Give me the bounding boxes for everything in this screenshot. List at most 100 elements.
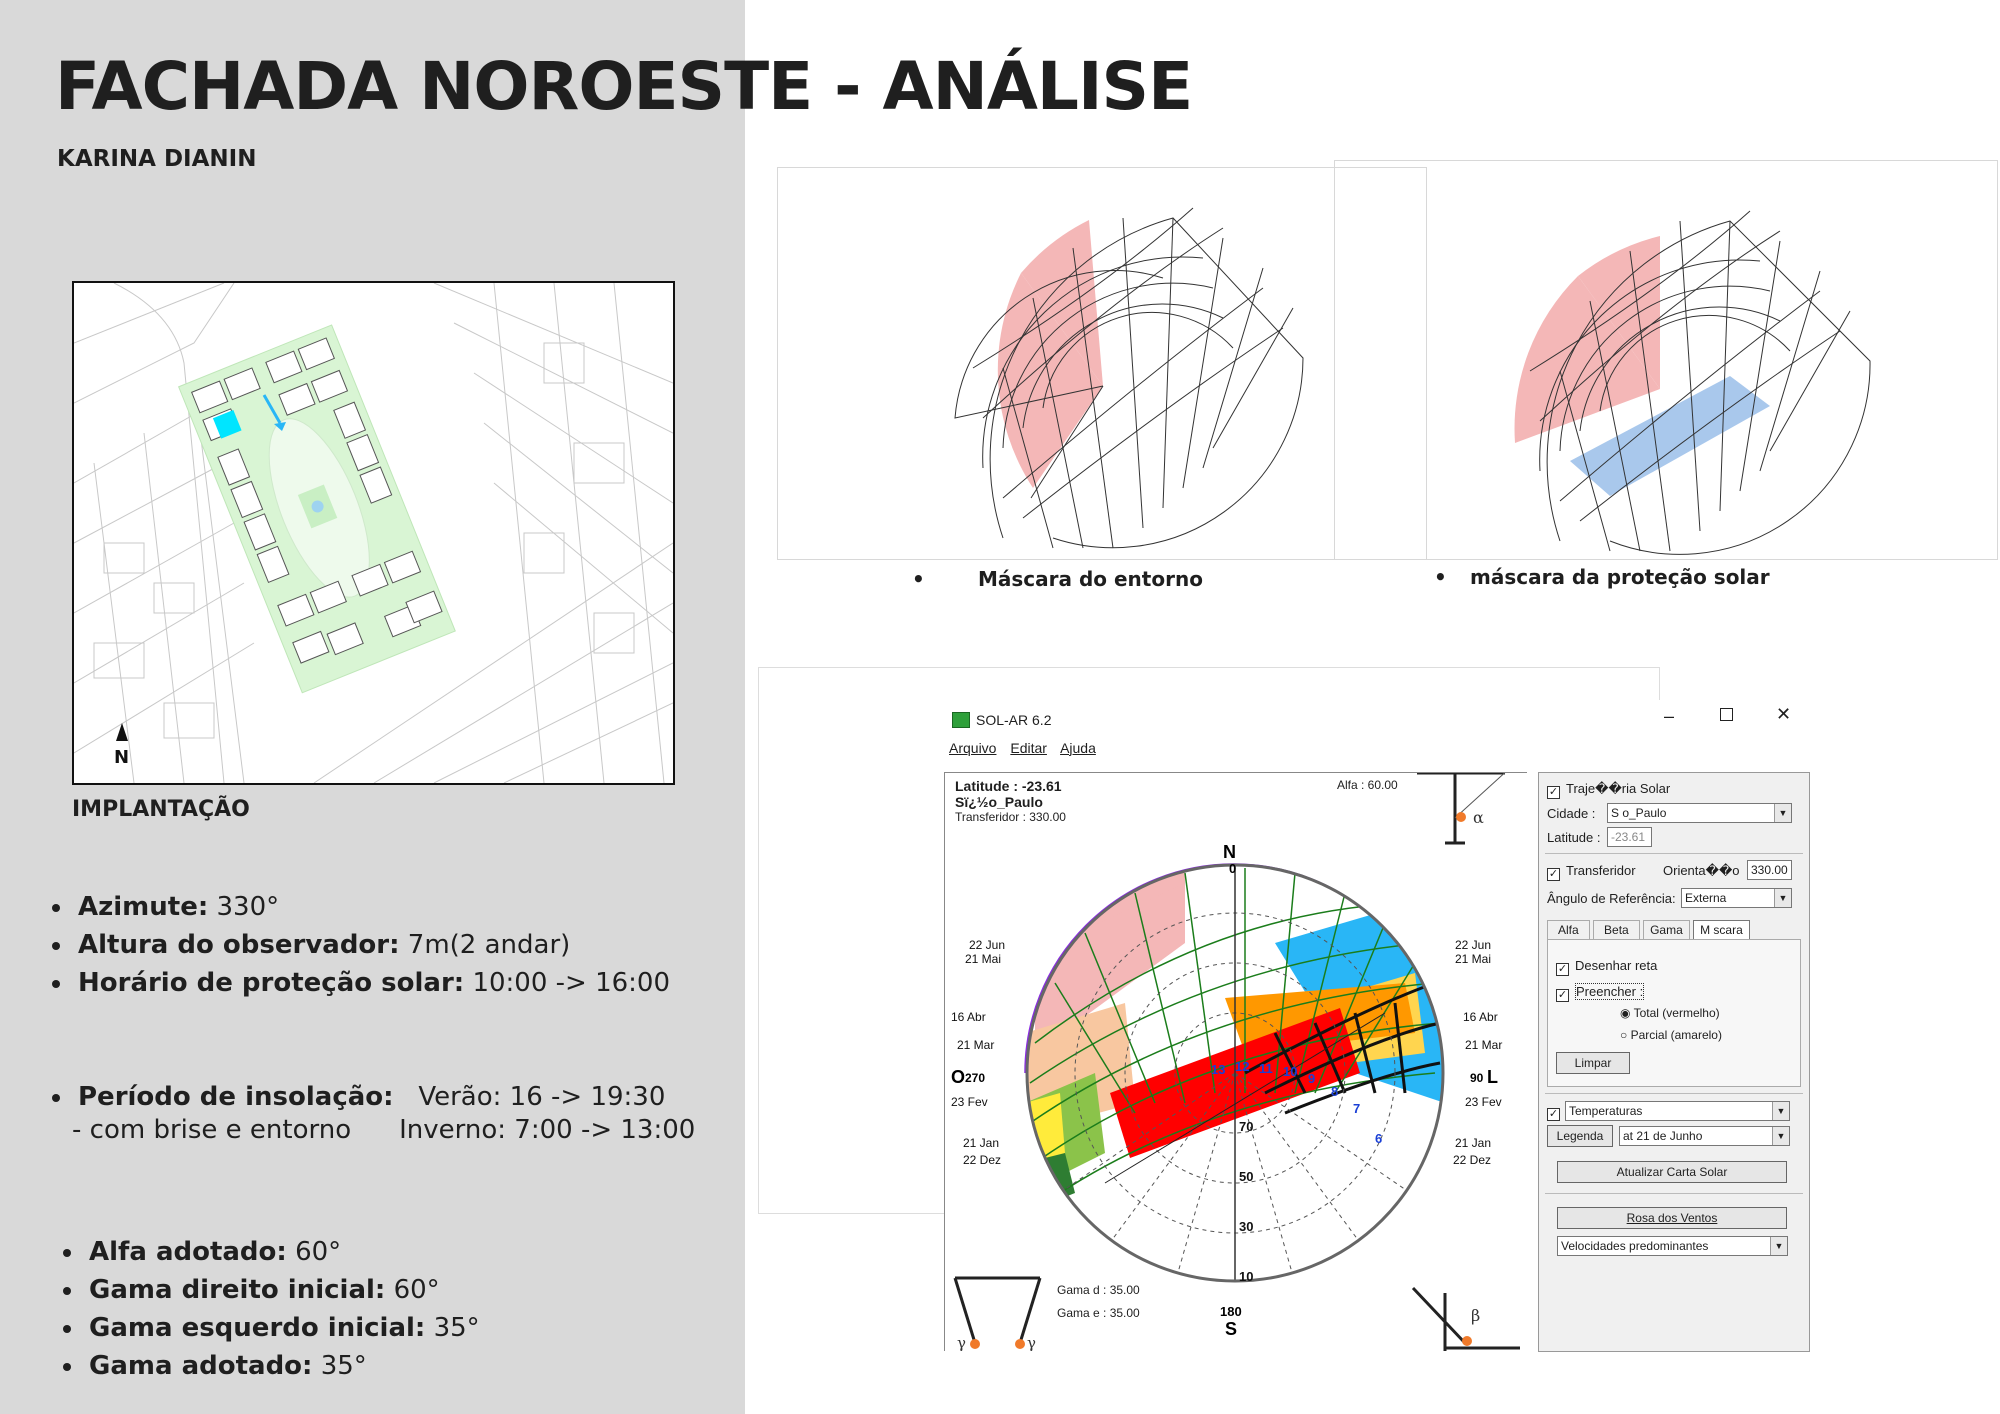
- angulo-select[interactable]: Externa ▼: [1681, 888, 1792, 908]
- cardinal-west: O: [951, 1067, 965, 1087]
- svg-text:50: 50: [1239, 1169, 1253, 1184]
- legenda-button[interactable]: Legenda: [1547, 1125, 1613, 1147]
- alfa-text: Alfa : 60.00: [1337, 778, 1398, 792]
- trajetoria-checkbox[interactable]: ✓: [1547, 786, 1560, 799]
- radio-selected-icon[interactable]: ◉: [1620, 1006, 1631, 1020]
- svg-text:22 Dez: 22 Dez: [963, 1153, 1001, 1167]
- orientacao-field[interactable]: 330.00: [1747, 860, 1792, 880]
- author-name: KARINA DIANIN: [57, 146, 257, 172]
- limpar-button[interactable]: Limpar: [1556, 1052, 1630, 1074]
- svg-text:30: 30: [1239, 1219, 1253, 1234]
- fact-item: Altura do observador: 7m(2 andar): [74, 926, 670, 964]
- svg-text:6: 6: [1375, 1131, 1382, 1146]
- gamma-symbol-right: γ: [1027, 1334, 1036, 1351]
- tab-alfa[interactable]: Alfa: [1547, 920, 1590, 939]
- menu-editar[interactable]: Editar: [1010, 740, 1047, 756]
- trajetoria-row[interactable]: ✓ Traje��ria Solar: [1547, 781, 1671, 799]
- menu-arquivo[interactable]: Arquivo: [949, 740, 997, 756]
- cidade-select[interactable]: S o_Paulo ▼: [1607, 803, 1792, 823]
- parcial-radio-row[interactable]: ○ Parcial (amarelo): [1620, 1028, 1722, 1042]
- preencher-checkbox[interactable]: ✓: [1556, 989, 1569, 1002]
- cardinal-east: L: [1487, 1067, 1498, 1087]
- solar-app-window: SOL-AR 6.2 – ✕ Arquivo Editar Ajuda Lati…: [944, 700, 1812, 1352]
- protractor-protecao: [1514, 210, 1871, 555]
- alfa-observer-icon: [1456, 812, 1466, 822]
- fact-item: Horário de proteção solar: 10:00 -> 16:0…: [74, 964, 670, 1002]
- svg-text:16 Abr: 16 Abr: [1463, 1010, 1498, 1024]
- preencher-row[interactable]: ✓ Preencher :: [1556, 983, 1645, 1002]
- desenhar-row[interactable]: ✓ Desenhar reta: [1556, 958, 1658, 976]
- highlighted-building: [212, 410, 242, 439]
- svg-text:23 Fev: 23 Fev: [951, 1095, 988, 1109]
- close-button[interactable]: ✕: [1776, 704, 1792, 724]
- fact-item: Gama adotado: 35°: [85, 1347, 480, 1385]
- transferidor-checkbox[interactable]: ✓: [1547, 868, 1560, 881]
- tab-mascara[interactable]: M scara: [1693, 920, 1750, 939]
- fact-item: Azimute: 330°: [74, 888, 670, 926]
- svg-text:21 Jan: 21 Jan: [1455, 1136, 1491, 1150]
- altitude-labels: 70 50 30 10: [1239, 1119, 1253, 1284]
- rosa-ventos-button[interactable]: Rosa dos Ventos: [1557, 1207, 1787, 1229]
- desenhar-checkbox[interactable]: ✓: [1556, 963, 1569, 976]
- transferidor-text: Transferidor : 330.00: [955, 810, 1066, 824]
- alfa-diagram: [1417, 773, 1505, 845]
- total-radio-row[interactable]: ◉ Total (vermelho): [1620, 1006, 1720, 1020]
- cardinal-north-degree: 0: [1229, 861, 1236, 876]
- svg-text:12: 12: [1235, 1059, 1249, 1074]
- chevron-down-icon: ▼: [1772, 1102, 1789, 1120]
- transferidor-row[interactable]: ✓ Transferidor: [1547, 863, 1636, 881]
- maximize-button[interactable]: [1720, 708, 1733, 721]
- latitude-label: Latitude :: [1547, 830, 1601, 845]
- svg-text:8: 8: [1331, 1084, 1338, 1099]
- beta-diagram: [1411, 1286, 1520, 1351]
- facts-list-c: Alfa adotado: 60° Gama direito inicial: …: [61, 1233, 480, 1385]
- angulo-label: Ângulo de Referência:: [1547, 891, 1676, 906]
- gama-left-icon: [970, 1339, 980, 1349]
- sun-chart-area: Latitude : -23.61 Sï¿½o_Paulo Transferid…: [944, 772, 1527, 1351]
- tab-beta[interactable]: Beta: [1593, 920, 1640, 939]
- fact-item: Gama direito inicial: 60°: [85, 1271, 480, 1309]
- svg-text:11: 11: [1259, 1061, 1273, 1076]
- latitude-text: Latitude : -23.61: [955, 778, 1062, 794]
- fact-item: Gama esquerdo inicial: 35°: [85, 1309, 480, 1347]
- svg-text:21 Mar: 21 Mar: [1465, 1038, 1502, 1052]
- radio-empty-icon[interactable]: ○: [1620, 1028, 1628, 1042]
- svg-text:13: 13: [1211, 1062, 1225, 1077]
- minimize-button[interactable]: –: [1664, 706, 1675, 726]
- page-title: FACHADA NOROESTE - ANÁLISE: [55, 48, 1193, 125]
- chevron-down-icon: ▼: [1770, 1237, 1787, 1255]
- atualizar-button[interactable]: Atualizar Carta Solar: [1557, 1161, 1787, 1183]
- app-titlebar: SOL-AR 6.2 – ✕: [944, 700, 1812, 738]
- facts-list-b: Período de insolação: Verão: 16 -> 19:30: [50, 1078, 665, 1116]
- site-caption: IMPLANTAÇÃO: [72, 797, 250, 822]
- cardinal-south-degree: 180: [1220, 1304, 1242, 1319]
- beta-observer-icon: [1462, 1336, 1472, 1346]
- svg-text:10: 10: [1239, 1269, 1253, 1284]
- gama-diagram: [953, 1276, 1042, 1344]
- right-date-labels: 22 Jun 21 Mai 16 Abr 21 Mar 23 Fev 21 Ja…: [1453, 938, 1502, 1167]
- tab-gama[interactable]: Gama: [1643, 920, 1690, 939]
- control-panel: ✓ Traje��ria Solar Cidade : S o_Paulo ▼ La…: [1538, 772, 1810, 1352]
- mask-protecao-caption: máscara da proteção solar: [1434, 565, 1770, 589]
- velocidades-select[interactable]: Velocidades predominantes ▼: [1557, 1236, 1788, 1256]
- latitude-field[interactable]: -23.61: [1607, 827, 1652, 847]
- temperaturas-select[interactable]: Temperaturas ▼: [1565, 1101, 1790, 1121]
- alfa-ray: [1454, 773, 1506, 819]
- orientacao-label: Orienta��o: [1663, 863, 1740, 878]
- app-menubar: Arquivo Editar Ajuda: [949, 740, 1106, 756]
- data-select[interactable]: at 21 de Junho ▼: [1619, 1126, 1790, 1146]
- menu-ajuda[interactable]: Ajuda: [1060, 740, 1096, 756]
- svg-text:9: 9: [1308, 1071, 1315, 1086]
- north-label: N: [114, 747, 129, 768]
- mask-protecao-image: [1334, 160, 1998, 560]
- cidade-label: Cidade :: [1547, 806, 1596, 821]
- beta-symbol: β: [1471, 1306, 1480, 1325]
- chevron-down-icon: ▼: [1774, 889, 1791, 907]
- city-text: Sï¿½o_Paulo: [955, 794, 1043, 810]
- svg-text:22 Dez: 22 Dez: [1453, 1153, 1491, 1167]
- facts-list-a: Azimute: 330° Altura do observador: 7m(2…: [50, 888, 670, 1002]
- cardinal-west-degree: 270: [965, 1071, 985, 1085]
- chevron-down-icon: ▼: [1774, 804, 1791, 822]
- svg-text:21 Mai: 21 Mai: [1455, 952, 1491, 966]
- temperaturas-checkbox[interactable]: ✓: [1547, 1108, 1560, 1121]
